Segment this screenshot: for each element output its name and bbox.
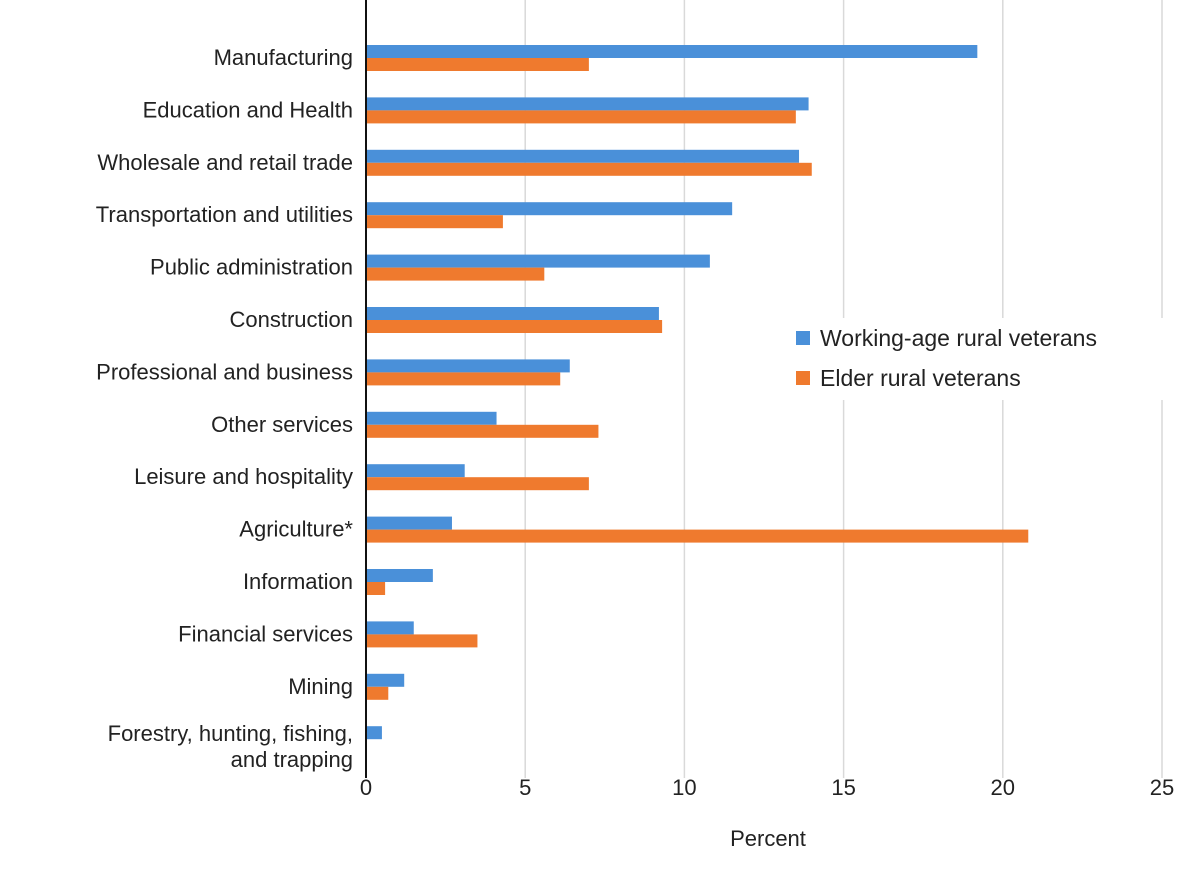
- x-axis-label: Percent: [730, 826, 806, 851]
- bar-working-age: [366, 149, 800, 163]
- x-tick-label: 10: [672, 775, 696, 800]
- bar-working-age: [366, 726, 382, 740]
- bar-working-age: [366, 516, 452, 530]
- x-tick-label: 5: [519, 775, 531, 800]
- legend-swatch: [796, 331, 810, 345]
- x-tick-labels: 0 5 10 15 20 25: [360, 775, 1174, 800]
- legend: Working-age rural veterans Elder rural ve…: [784, 318, 1164, 400]
- bar-working-age: [366, 569, 433, 582]
- category-label: Agriculture*: [239, 517, 353, 542]
- bar-elder: [366, 477, 589, 491]
- bar-working-age: [366, 307, 659, 320]
- bar-elder: [366, 372, 561, 386]
- bar-elder: [366, 110, 796, 124]
- category-label: Public administration: [150, 255, 353, 280]
- bar-elder: [366, 58, 589, 71]
- legend-label: Elder rural veterans: [820, 365, 1021, 391]
- category-label: Construction: [229, 307, 353, 332]
- x-tick-label: 0: [360, 775, 372, 800]
- bar-elder: [366, 162, 812, 176]
- category-label: Professional and business: [96, 359, 353, 384]
- x-tick-label: 25: [1150, 775, 1174, 800]
- category-label: Mining: [288, 674, 353, 699]
- bar-elder: [366, 320, 663, 333]
- x-tick-label: 15: [831, 775, 855, 800]
- bar-working-age: [366, 411, 497, 425]
- category-label: Forestry, hunting, fishing, and trapping: [108, 721, 353, 772]
- x-tick-label: 20: [991, 775, 1015, 800]
- category-label: Transportation and utilities: [96, 202, 353, 227]
- bars: [366, 45, 1029, 740]
- bar-working-age: [366, 97, 809, 111]
- category-labels: Manufacturing Education and Health Wholesa…: [96, 45, 354, 772]
- category-label: Leisure and hospitality: [134, 464, 353, 489]
- bar-elder: [366, 267, 545, 281]
- bar-working-age: [366, 45, 978, 58]
- category-label: Financial services: [178, 621, 353, 646]
- legend-swatch: [796, 371, 810, 385]
- bar-elder: [366, 582, 386, 595]
- bar-working-age: [366, 202, 733, 216]
- bar-working-age: [366, 621, 414, 635]
- bar-working-age: [366, 464, 465, 478]
- category-label: Education and Health: [143, 97, 353, 122]
- bar-elder: [366, 215, 503, 229]
- bar-elder: [366, 686, 389, 700]
- category-label: Information: [243, 569, 353, 594]
- legend-label: Working-age rural veterans: [820, 325, 1097, 351]
- bar-working-age: [366, 359, 570, 373]
- bar-working-age: [366, 254, 710, 268]
- bar-elder: [366, 424, 599, 438]
- category-label: Manufacturing: [214, 45, 353, 70]
- bar-working-age: [366, 673, 405, 687]
- bar-elder: [366, 634, 478, 648]
- category-label: Other services: [211, 412, 353, 437]
- category-label: Wholesale and retail trade: [97, 150, 353, 175]
- bar-elder: [366, 529, 1029, 543]
